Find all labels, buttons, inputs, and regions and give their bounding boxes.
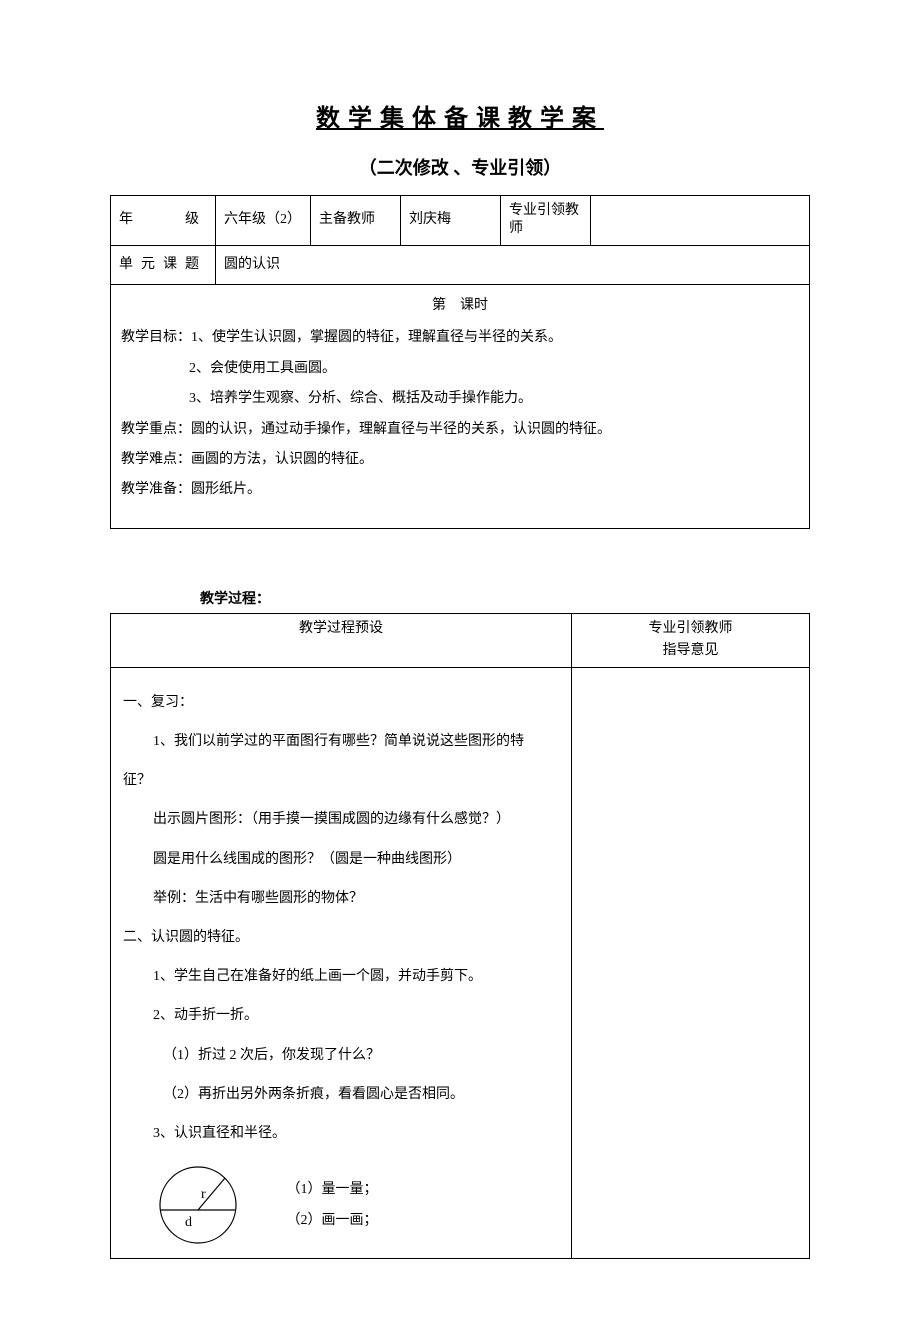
unit-value: 圆的认识 (216, 245, 810, 284)
pro-teacher-label: 专业引领教 师 (501, 196, 591, 245)
proc-a2: 出示圆片图形：（用手摸一摸围成圆的边缘有什么感觉？） (153, 807, 559, 832)
lesson-block: 第 课时 教学目标：1、使学生认识圆，掌握圆的特征，理解直径与半径的关系。 2、… (110, 285, 810, 529)
proc-a1: 1、我们以前学过的平面图行有哪些？简单说说这些图形的特 (153, 729, 559, 754)
grade-label: 年 级 (111, 196, 216, 245)
unit-label: 单元课题 (111, 245, 216, 284)
page-title: 数学集体备课教学案 (110, 100, 810, 138)
proc-b3: 3、认识直径和半径。 (153, 1121, 559, 1146)
goal-1: 1、使学生认识圆，掌握圆的特征，理解直径与半径的关系。 (191, 330, 562, 345)
proc-a4: 举例：生活中有哪些圆形的物体？ (153, 886, 559, 911)
proc-b: 二、认识圆的特征。 (123, 925, 559, 950)
goal-2: 2、会使使用工具画圆。 (121, 358, 799, 380)
proc-a: 一、复习： (123, 690, 559, 715)
proc-b2b: （2）再折出另外两条折痕，看看圆心是否相同。 (163, 1082, 559, 1107)
r-label: r (201, 1187, 206, 1202)
pro-teacher-value (591, 196, 810, 245)
process-table: 教学过程预设 专业引领教师 指导意见 一、复习： 1、我们以前学过的平面图行有哪… (110, 613, 810, 1259)
prep-label: 教学准备： (121, 482, 191, 497)
prep-value: 圆形纸片。 (191, 482, 261, 497)
d-label: d (185, 1215, 192, 1230)
proc-b3a: （1）量一量； (287, 1177, 378, 1202)
process-section-label: 教学过程： (200, 589, 810, 611)
proc-a3: 圆是用什么线围成的图形？（圆是一种曲线图形） (153, 847, 559, 872)
key-label: 教学重点： (121, 422, 191, 437)
goal-line-1: 教学目标：1、使学生认识圆，掌握圆的特征，理解直径与半径的关系。 (121, 327, 799, 349)
proc-b1: 1、学生自己在准备好的纸上画一个圆，并动手剪下。 (153, 964, 559, 989)
circle-svg: r d (153, 1160, 243, 1250)
main-teacher-label: 主备教师 (311, 196, 401, 245)
circle-right-text: （1）量一量； （2）画一画； (287, 1171, 378, 1239)
process-col2-header-line1: 专业引领教师 (648, 621, 732, 636)
diff-value: 画圆的方法，认识圆的特征。 (191, 452, 373, 467)
key-line: 教学重点：圆的认识，通过动手操作，理解直径与半径的关系，认识圆的特征。 (121, 419, 799, 441)
prep-line: 教学准备：圆形纸片。 (121, 479, 799, 501)
process-col2-header-line2: 指导意见 (662, 643, 718, 658)
diff-line: 教学难点：画圆的方法，认识圆的特征。 (121, 449, 799, 471)
diff-label: 教学难点： (121, 452, 191, 467)
process-col2-header: 专业引领教师 指导意见 (571, 614, 809, 668)
circle-diagram: r d (153, 1160, 243, 1250)
proc-b2a: （1）折过 2 次后，你发现了什么？ (163, 1043, 559, 1068)
process-guidance (571, 667, 809, 1258)
page-subtitle: （二次修改 、专业引领） (110, 154, 810, 183)
info-table: 年 级 六年级（2） 主备教师 刘庆梅 专业引领教 师 单元课题 圆的认识 (110, 195, 810, 285)
proc-a1b: 征？ (123, 768, 559, 793)
proc-b2: 2、动手折一折。 (153, 1003, 559, 1028)
goal-label: 教学目标： (121, 330, 191, 345)
period-title: 第 课时 (121, 295, 799, 317)
process-col1-header: 教学过程预设 (111, 614, 572, 668)
goal-3: 3、培养学生观察、分析、综合、概括及动手操作能力。 (121, 388, 799, 410)
key-value: 圆的认识，通过动手操作，理解直径与半径的关系，认识圆的特征。 (191, 422, 611, 437)
main-teacher-value: 刘庆梅 (401, 196, 501, 245)
process-content: 一、复习： 1、我们以前学过的平面图行有哪些？简单说说这些图形的特 征？ 出示圆… (111, 667, 572, 1258)
proc-b3b: （2）画一画； (287, 1208, 378, 1233)
grade-value: 六年级（2） (216, 196, 311, 245)
